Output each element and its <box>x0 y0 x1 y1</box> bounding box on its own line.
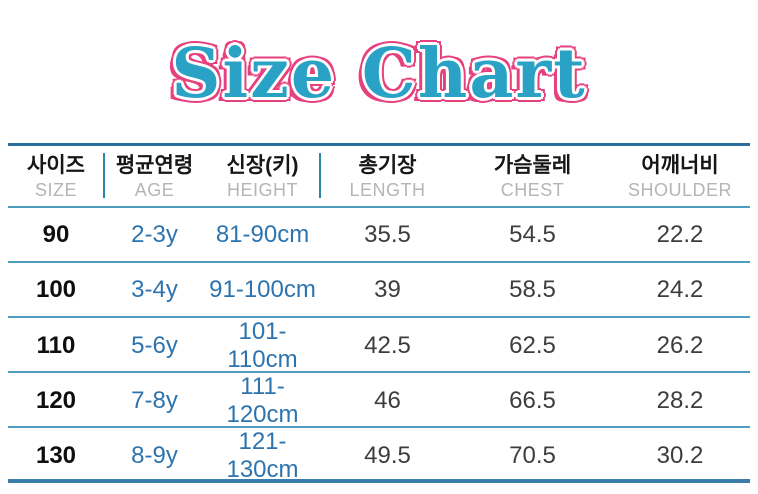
cell-chest: 54.5 <box>509 220 556 248</box>
header-divider-icon <box>319 153 321 198</box>
cell-height: 91-100cm <box>209 275 316 303</box>
cell-height: 121-130cm <box>226 428 299 483</box>
cell-size: 120 <box>35 387 77 414</box>
page-title: Size Chart <box>171 34 587 114</box>
column-header-height-ko: 신장(키) <box>226 154 299 177</box>
column-header-age-en: AGE <box>134 180 175 201</box>
table-row: 120 7-8y 111-120cm 46 66.5 28.2 <box>8 373 750 428</box>
cell-chest: 58.5 <box>509 275 556 303</box>
cell-chest: 70.5 <box>509 442 556 469</box>
table-row: 130 8-9y 121-130cm 49.5 70.5 30.2 <box>8 428 750 483</box>
cell-shoulder: 22.2 <box>656 220 704 248</box>
table-body: 90 2-3y 81-90cm 35.5 54.5 22.2 100 3-4y … <box>8 208 750 483</box>
cell-length: 46 <box>374 387 401 414</box>
cell-size: 100 <box>35 275 77 303</box>
column-header-size-en: SIZE <box>34 180 77 201</box>
cell-age: 5-6y <box>131 332 178 359</box>
column-header-shoulder: 어깨너비 SHOULDER <box>610 154 750 206</box>
cell-height: 81-90cm <box>215 220 310 248</box>
cell-shoulder: 30.2 <box>656 442 704 469</box>
cell-shoulder: 26.2 <box>656 332 704 359</box>
cell-age: 3-4y <box>131 275 178 303</box>
cell-age: 7-8y <box>131 387 178 414</box>
column-header-shoulder-en: SHOULDER <box>627 180 733 201</box>
column-header-size-ko: 사이즈 <box>27 154 85 177</box>
table-row: 110 5-6y 101-110cm 42.5 62.5 26.2 <box>8 318 750 373</box>
column-header-chest-ko: 가슴둘레 <box>493 154 572 177</box>
header-divider-icon <box>103 153 105 198</box>
cell-shoulder: 24.2 <box>656 275 704 303</box>
cell-size: 130 <box>35 442 77 469</box>
cell-age: 8-9y <box>131 442 178 469</box>
size-table: 사이즈 SIZE 평균연령 AGE 신장(키) HEIGHT 총기장 LENGT… <box>8 143 750 483</box>
column-header-age-ko: 평균연령 <box>115 154 194 177</box>
column-header-chest: 가슴둘레 CHEST <box>455 154 610 206</box>
table-row: 90 2-3y 81-90cm 35.5 54.5 22.2 <box>8 208 750 263</box>
cell-height: 101-110cm <box>227 318 298 373</box>
cell-chest: 66.5 <box>509 387 556 414</box>
column-header-height: 신장(키) HEIGHT <box>205 154 320 206</box>
cell-length: 35.5 <box>364 220 411 248</box>
column-header-height-en: HEIGHT <box>226 180 298 201</box>
cell-age: 2-3y <box>131 220 178 248</box>
cell-chest: 62.5 <box>509 332 556 359</box>
column-header-size: 사이즈 SIZE <box>8 154 104 206</box>
table-header-row: 사이즈 SIZE 평균연령 AGE 신장(키) HEIGHT 총기장 LENGT… <box>8 143 750 208</box>
table-row: 100 3-4y 91-100cm 39 58.5 24.2 <box>8 263 750 318</box>
column-header-age: 평균연령 AGE <box>104 154 205 206</box>
cell-length: 42.5 <box>364 332 411 359</box>
column-header-length: 총기장 LENGTH <box>320 154 455 206</box>
cell-size: 90 <box>42 220 70 248</box>
cell-size: 110 <box>36 332 76 359</box>
column-header-length-en: LENGTH <box>349 180 426 201</box>
cell-shoulder: 28.2 <box>656 387 704 414</box>
cell-length: 39 <box>374 275 401 303</box>
column-header-chest-en: CHEST <box>500 180 565 201</box>
cell-height: 111-120cm <box>226 373 299 428</box>
column-header-shoulder-ko: 어깨너비 <box>641 154 719 177</box>
column-header-length-ko: 총기장 <box>358 154 417 177</box>
cell-length: 49.5 <box>364 442 411 469</box>
